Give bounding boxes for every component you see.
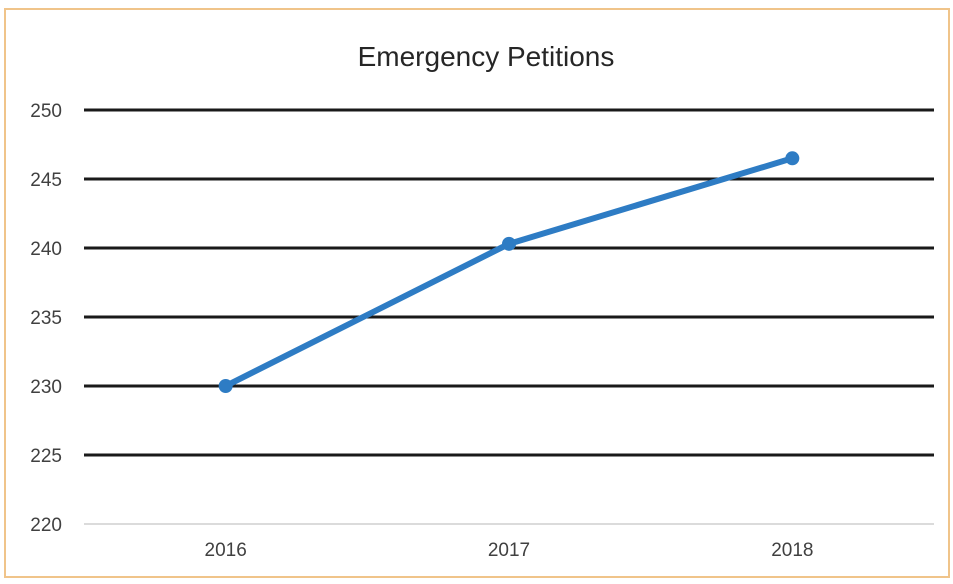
x-axis-ticks: 2016 2017 2018 (205, 540, 814, 561)
chart-frame (4, 8, 950, 578)
y-axis-ticks: 220 225 230 235 240 245 250 (30, 101, 62, 536)
data-point-2016 (218, 379, 233, 393)
y-tick-label: 250 (30, 101, 62, 122)
x-tick-label: 2017 (488, 540, 530, 561)
gridlines (84, 108, 934, 525)
data-point-2018 (785, 151, 800, 166)
series-group (218, 151, 800, 393)
x-tick-label: 2018 (771, 540, 813, 561)
y-tick-label: 240 (30, 239, 62, 260)
series-line (222, 155, 796, 389)
x-tick-label: 2016 (205, 540, 247, 561)
y-tick-label: 225 (30, 446, 62, 467)
chart-title: Emergency Petitions (358, 41, 615, 72)
data-point-2017 (502, 236, 516, 251)
y-tick-label: 235 (30, 308, 62, 329)
y-tick-label: 245 (30, 170, 62, 191)
y-tick-label: 220 (30, 515, 62, 536)
y-tick-label: 230 (30, 377, 62, 398)
